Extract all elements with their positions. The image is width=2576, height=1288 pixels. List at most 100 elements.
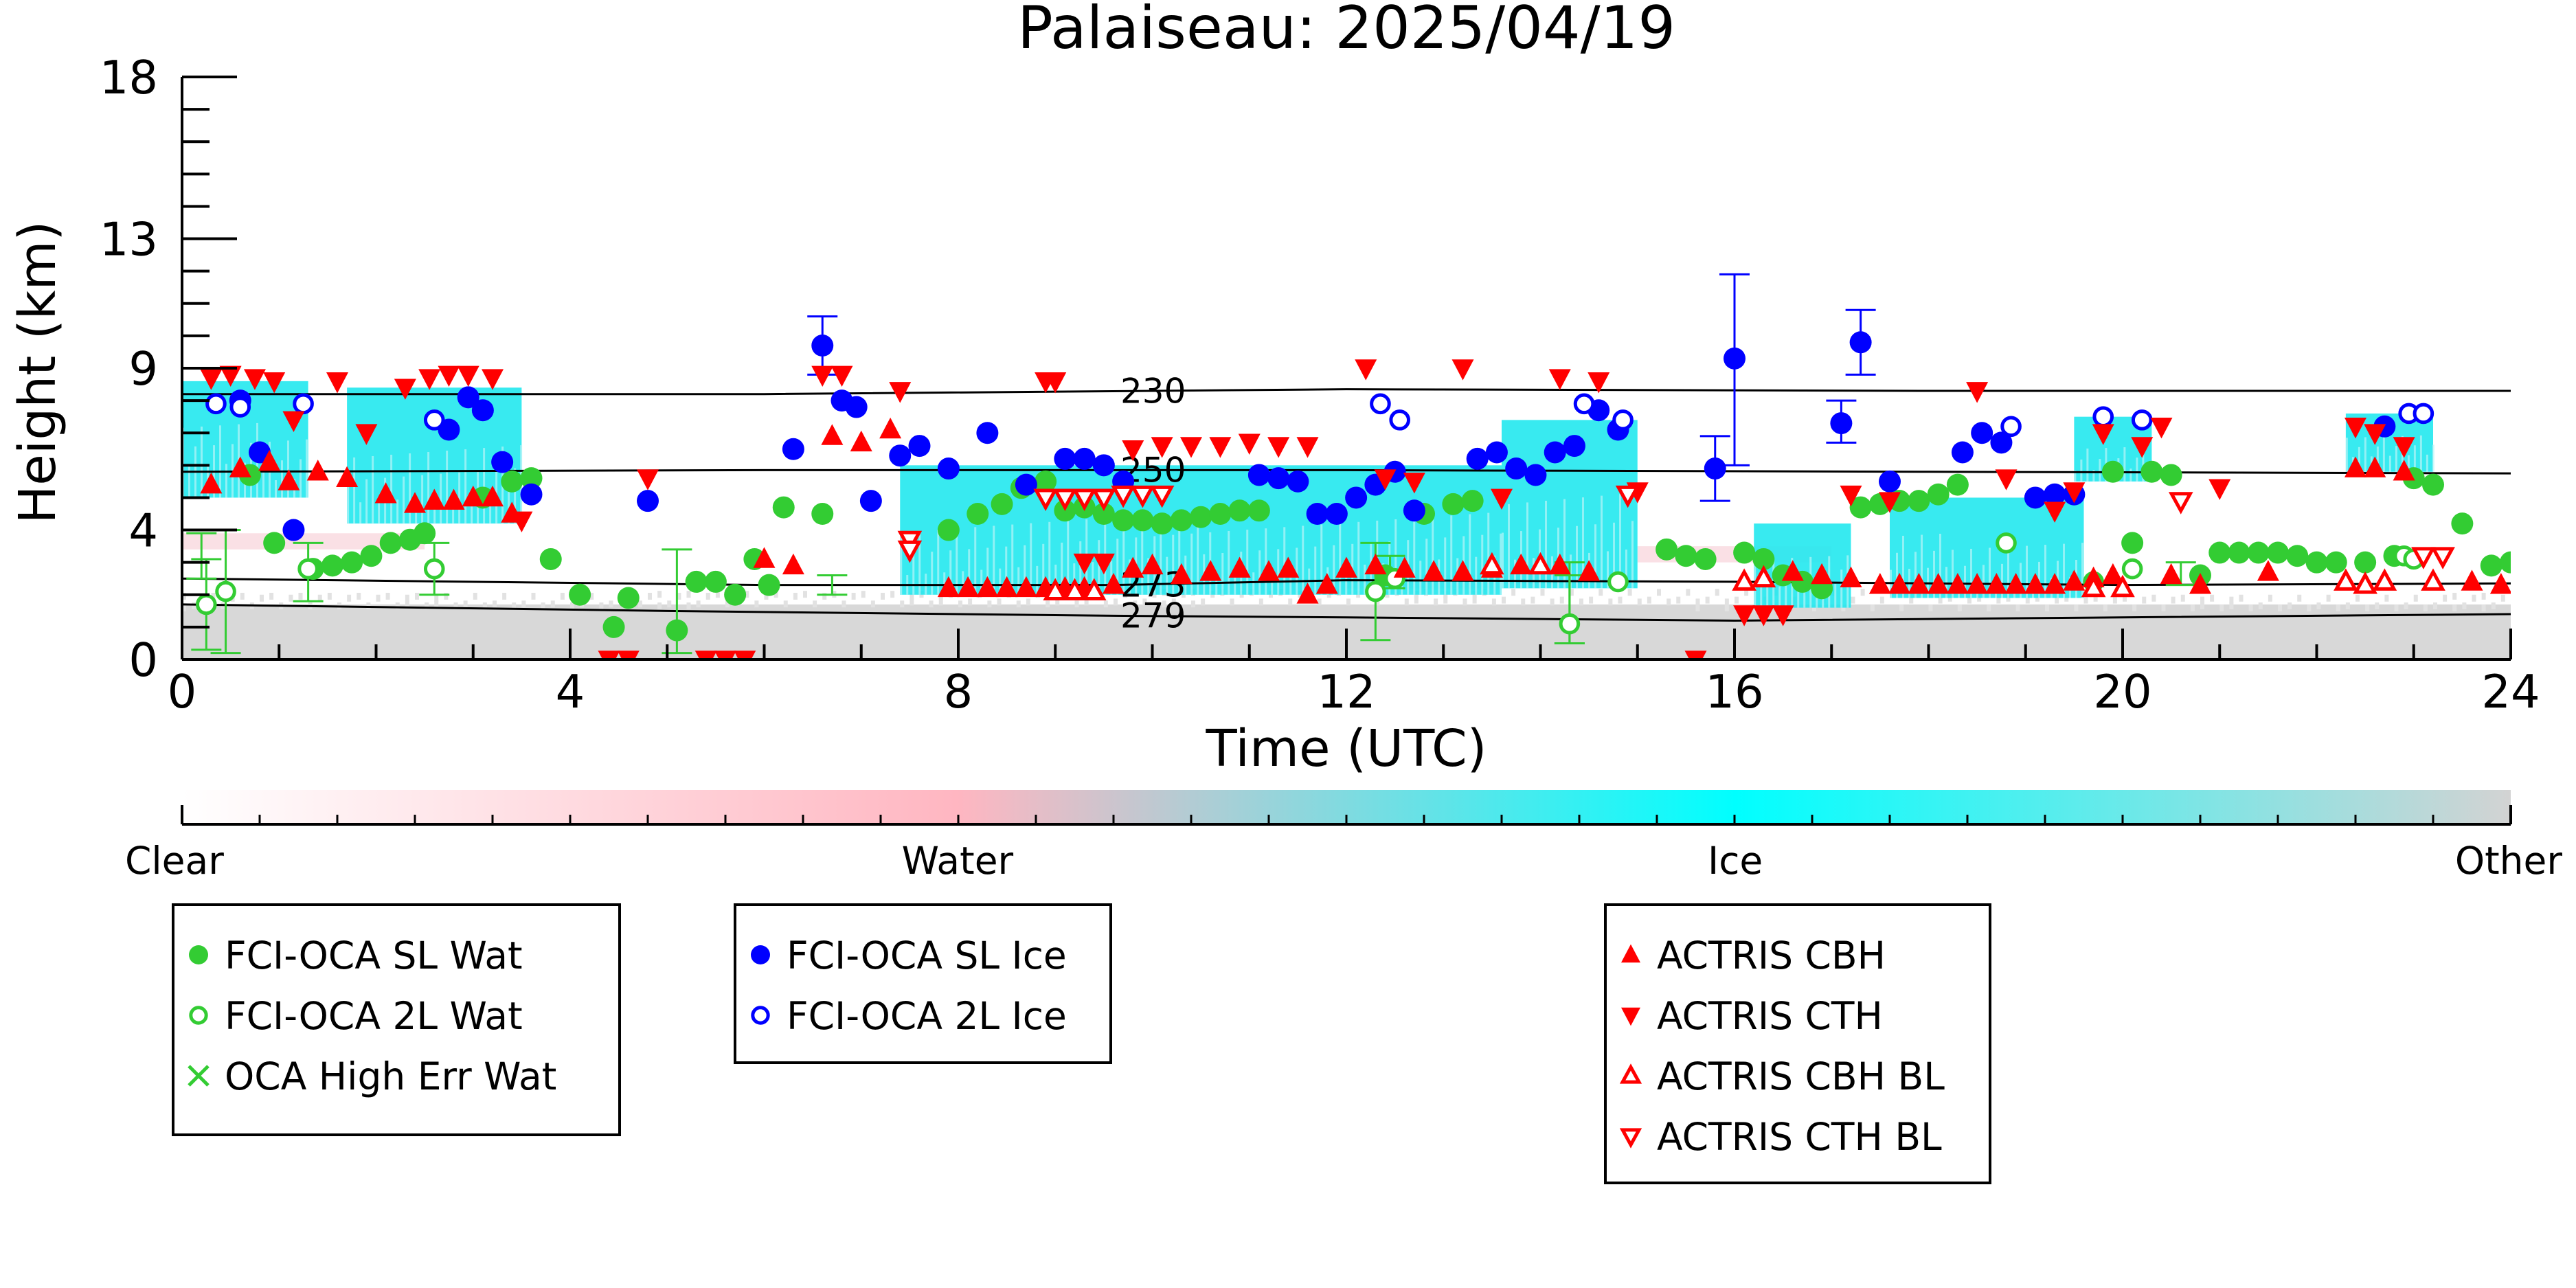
background-ice-streak [1160,514,1162,595]
point-actris-cbh [1423,560,1445,581]
background-ice-streak [1902,535,1904,598]
background-other-speckle [2423,604,2428,611]
x-tick-label: 12 [1317,665,1375,719]
point-actris-cbh [2063,569,2086,591]
series-actris-cbh-bl [1043,552,2445,600]
background-other-speckle [987,600,992,608]
background-other-speckle [317,594,322,602]
point-fci-oca-sl-wat [1733,541,1756,564]
background-ice-streak [225,464,227,498]
background-other-speckle [2219,604,2224,611]
background-ice-streak [1582,497,1584,589]
isotherm-label-230: 230 [1120,371,1186,411]
point-fci-oca-sl-ice [908,435,931,457]
background-ice-streak [2376,446,2379,472]
background-ice-streak [1258,550,1261,595]
point-fci-oca-sl-ice [1971,422,1993,444]
point-fci-oca-sl-wat [341,551,363,574]
background-ice-streak [2001,563,2003,598]
background-other-speckle [2394,604,2399,611]
background-ice-streak [458,472,461,524]
point-actris-cth [598,651,620,659]
background-ice-streak [1283,527,1286,595]
point-fci-oca-sl-wat [539,547,562,570]
legend-frame [1604,903,1991,1184]
background-ice-streak [1079,541,1082,595]
point-actris-cbh-bl [1043,578,1068,600]
background-other-speckle [1967,596,1971,604]
background-other-speckle [560,592,565,600]
point-actris-cbh-bl [1081,578,1107,600]
point-actris-cth [1122,440,1144,462]
background-ice-streak [281,460,283,498]
point-fci-oca-sl-ice [491,451,514,473]
background-ice-streak [974,527,977,595]
background-other-speckle [2404,602,2408,610]
background-other-speckle [1288,598,1293,606]
background-other-speckle [1724,598,1729,606]
background-other-speckle [2161,604,2166,611]
background-ice-streak [1945,567,1947,598]
point-fci-oca-sl-ice [1015,473,1037,496]
y-tick-label: 18 [100,51,158,104]
point-fci-oca-sl-wat [685,570,708,593]
isotherm-line-279 [182,603,2511,622]
background-other-speckle [764,592,769,600]
background-other-speckle [2355,594,2360,602]
point-actris-cbh [1985,573,2008,594]
background-ice-streak [1508,504,1510,589]
background-other-speckle [909,592,914,600]
background-other-speckle [2500,594,2505,602]
point-actris-cbh [306,460,329,481]
point-fci-oca-sl-wat [2208,541,2231,564]
background-ice-streak [1475,556,1478,595]
background-other-speckle [2452,592,2457,600]
background-other-speckle [1957,604,1962,611]
background-other-speckle [1947,594,1952,602]
point-fci-oca-2l-wat [297,558,319,580]
background-ice-streak [2044,545,2046,598]
point-actris-cth [326,372,348,394]
colorbar-label-water: Water [902,839,1014,883]
background-ice-streak [1526,502,1528,589]
point-fci-oca-sl-wat [414,522,436,545]
background-ice-streak [201,426,203,498]
point-fci-oca-sl-wat [1151,512,1173,535]
point-actris-cth [1752,605,1775,626]
point-actris-cbh [1908,573,1930,594]
point-actris-cbh [1296,583,1319,604]
series-actris-cth-bl [897,485,2455,569]
background-ice-streak [1314,546,1317,595]
background-ice-streak [300,459,302,498]
point-actris-cth [1151,437,1173,458]
point-actris-cbh-bl [2421,568,2445,591]
point-fci-oca-sl-ice [1724,347,1745,370]
point-actris-cth [1840,485,1862,507]
background-other-speckle [2326,594,2331,602]
background-other-speckle [958,600,962,608]
background-other-speckle [2006,594,2011,602]
background-other-speckle [822,592,827,600]
background-other-speckle [599,602,604,610]
background-ice-streak [2364,437,2366,472]
point-fci-oca-sl-wat [321,554,343,577]
colorbar: Clear Water Ice Other [125,790,2562,883]
point-actris-cth [394,379,416,400]
legend-frame [172,903,621,1136]
background-other-speckle [2433,602,2437,610]
point-fci-oca-sl-wat [1092,503,1115,525]
background-other-speckle [2491,602,2496,610]
background-other-speckle [1870,604,1875,611]
point-fci-oca-sl-wat [1247,499,1270,522]
point-actris-cbh [1840,566,1862,588]
background-other-speckle [2103,604,2108,611]
point-actris-cth [1995,469,2018,490]
point-actris-cth [1491,488,1513,510]
point-actris-cbh [1451,560,1474,581]
background-ice-streak [2426,454,2428,472]
point-fci-oca-sl-ice [1466,447,1489,470]
background-other-speckle [2268,594,2272,602]
point-actris-cbh [2160,563,2182,585]
point-fci-oca-sl-ice [976,422,999,444]
